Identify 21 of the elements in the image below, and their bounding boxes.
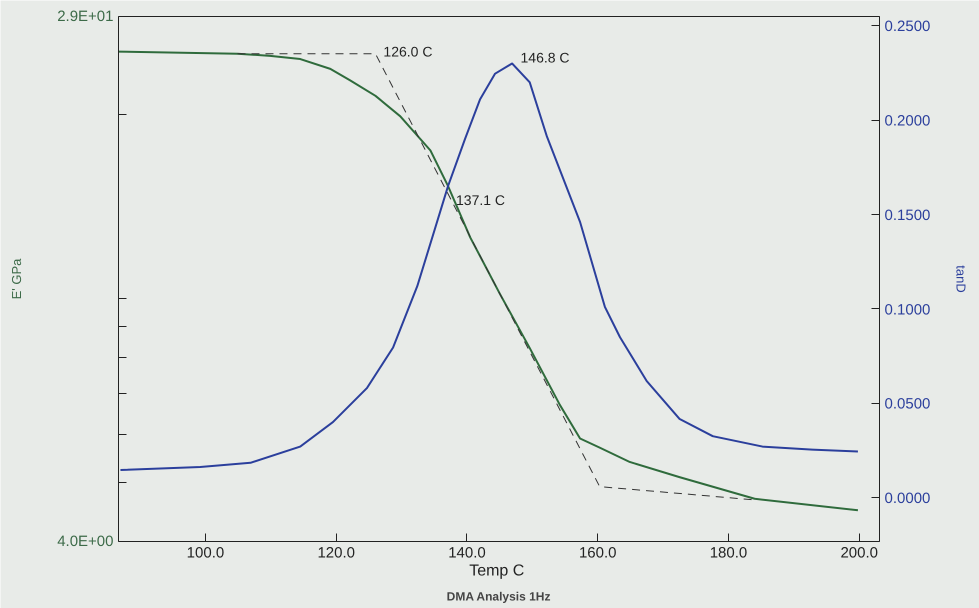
y2-tick-label: 0.2500 (884, 18, 930, 36)
x-axis-title: Temp C (469, 562, 524, 580)
y-tick-label: 2.9E+01 (57, 8, 114, 25)
x-tick-label: 100.0 (186, 544, 224, 562)
y-tick-label: 4.0E+00 (57, 533, 114, 550)
y2-tick-label: 0.1500 (884, 206, 930, 224)
annotation: 126.0 C (383, 44, 432, 60)
x-tick-label: 200.0 (840, 544, 878, 562)
y-axis-title: E' GPa (9, 258, 24, 300)
x-tick-label: 160.0 (578, 544, 616, 562)
x-tick-label: 120.0 (317, 544, 355, 562)
y2-tick-label: 0.1000 (884, 301, 930, 318)
annotation: 146.8 C (520, 50, 570, 66)
x-tick-label: 180.0 (710, 544, 748, 562)
y2-axis-title: tanD (953, 265, 968, 293)
y2-tick-label: 0.2000 (884, 112, 930, 130)
annotation: 137.1 C (456, 192, 506, 208)
text: DMA Analysis 1Hz (446, 590, 550, 604)
y2-tick-label: 0.0500 (884, 396, 930, 413)
x-tick-label: 140.0 (448, 544, 486, 562)
y2-tick-label: 0.0000 (884, 490, 930, 508)
